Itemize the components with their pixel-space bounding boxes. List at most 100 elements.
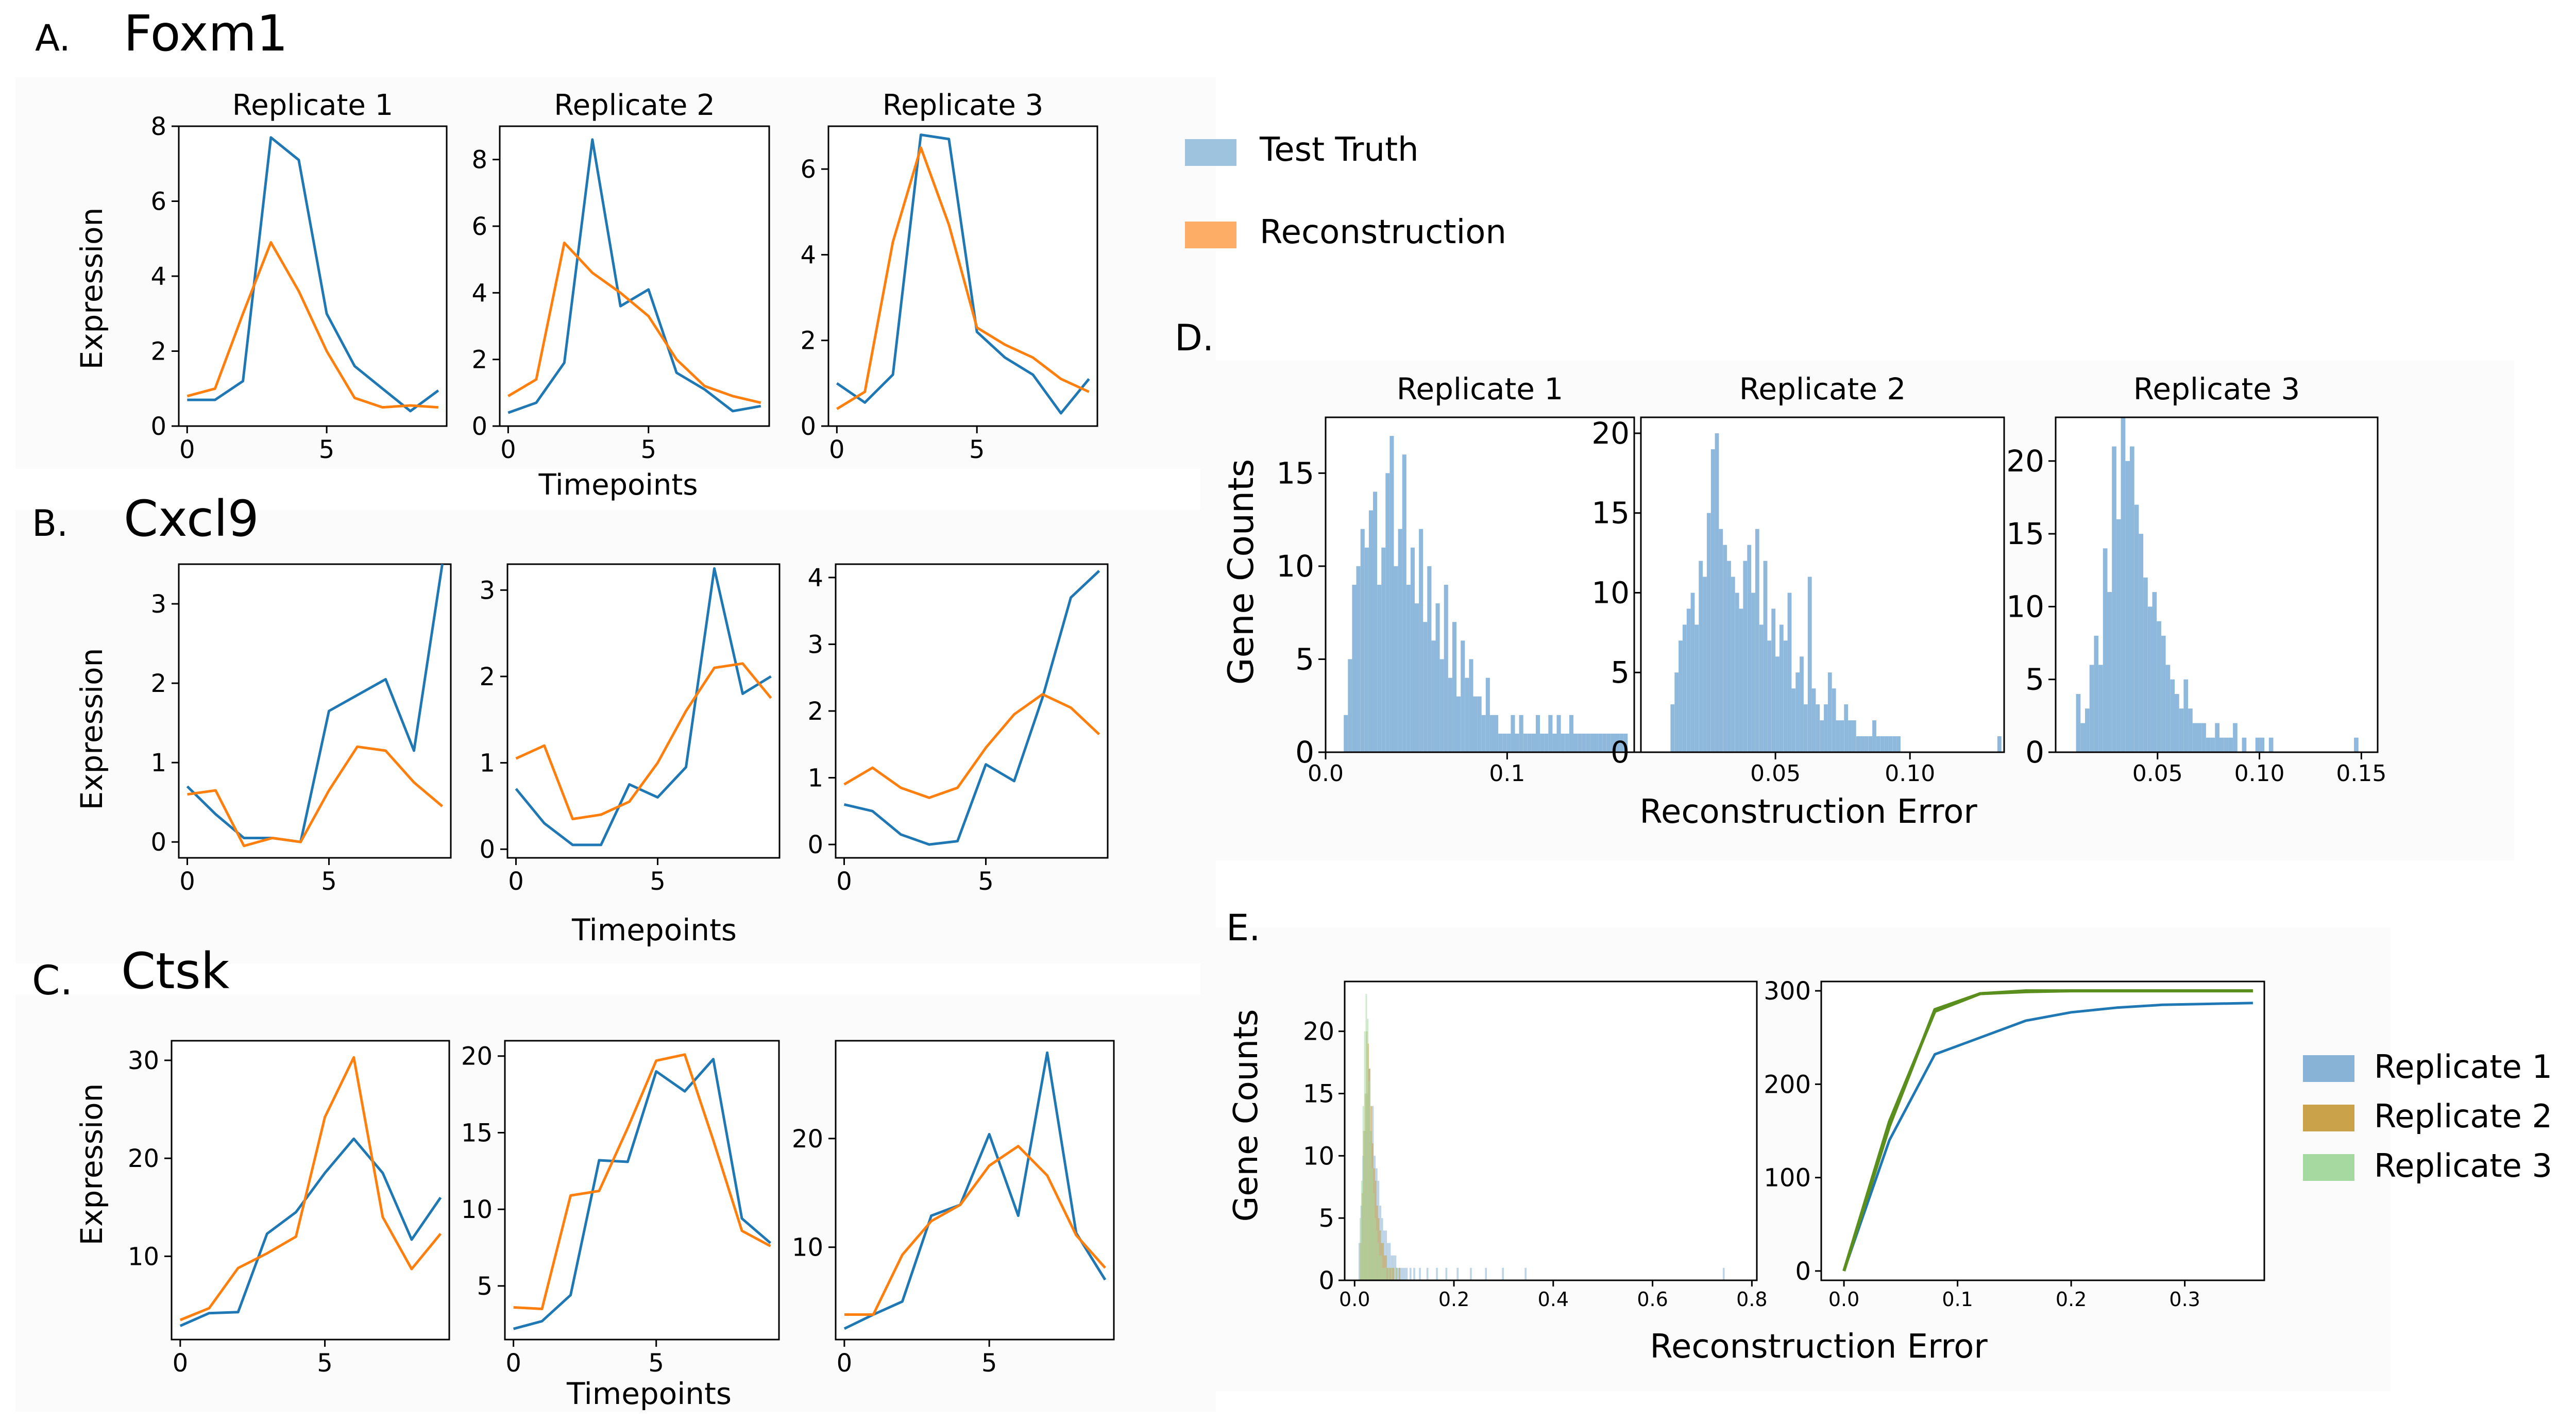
y-tick-label: 1 (479, 749, 495, 778)
histogram-bar (1448, 678, 1452, 752)
y-tick-label: 300 (1764, 977, 1811, 1006)
histogram-bar (1356, 566, 1361, 752)
histogram-bar (1795, 672, 1800, 752)
histogram-bar (1431, 640, 1436, 752)
reconstruction-line (844, 1145, 1106, 1316)
x-tick-label: 5 (648, 1349, 664, 1378)
y-tick-label: 6 (150, 188, 166, 216)
histogram-bar (1515, 733, 1519, 752)
y-tick-label: 0 (2025, 735, 2044, 770)
histogram-bar (1735, 592, 1739, 752)
panel-c-letter: C. (32, 958, 73, 1004)
legend-swatch-rep3 (2303, 1154, 2354, 1181)
histogram-bar (1465, 678, 1469, 752)
histogram-bar (1502, 733, 1507, 752)
histogram-bar-replicate-1 (1502, 1267, 1504, 1280)
y-tick-label: 2 (150, 337, 166, 366)
histogram-bar-replicate-1 (1456, 1267, 1459, 1280)
histogram-bar (1469, 659, 1473, 752)
histogram-bar (1868, 736, 1873, 752)
histogram-bar (1594, 733, 1599, 752)
histogram-bar-replicate-2 (1386, 1267, 1388, 1280)
error-histogram-overlay: 0.0 0.2 0.4 0.6 0.8 0 5 10 15 20 (1303, 980, 1768, 1311)
histogram-bar-replicate-1 (1405, 1267, 1408, 1280)
histogram-bar-replicate-2 (1389, 1267, 1392, 1280)
y-tick-label: 10 (792, 1233, 823, 1262)
histogram-bar (2219, 737, 2224, 752)
histogram-bar (1791, 688, 1796, 752)
histogram-bar (1997, 736, 2002, 752)
truth-line (179, 1137, 442, 1327)
legend-label-rep2: Replicate 2 (2374, 1097, 2552, 1135)
histogram-bar (1394, 566, 1398, 752)
panel-d-ylabel: Gene Counts (1221, 459, 1262, 685)
y-tick-label: 15 (1591, 496, 1630, 531)
axes-frame (835, 563, 1109, 859)
histogram-bar (1880, 736, 1885, 752)
histogram-bar-replicate-3 (1374, 1218, 1376, 1280)
histogram-bar (1884, 736, 1889, 752)
histogram-bar-replicate-3 (1385, 1267, 1386, 1280)
histogram-bar (1824, 704, 1828, 752)
histogram-bar-replicate-1 (1413, 1267, 1415, 1280)
histogram-bar (1489, 715, 1494, 752)
histogram-bar (2175, 694, 2179, 752)
histogram-bar (1787, 592, 1792, 752)
y-tick-label: 0 (1795, 1257, 1811, 1286)
histogram-bar (2206, 737, 2211, 752)
histogram-bar (1456, 696, 1461, 752)
x-tick-label: 5 (640, 435, 656, 464)
histogram-bar (1536, 715, 1540, 752)
histogram-bar (1759, 624, 1764, 752)
axes-frame (835, 1040, 1115, 1341)
histogram-bar (1461, 640, 1465, 752)
histogram-bar-replicate-3 (1371, 1168, 1373, 1280)
histogram-bar (2152, 592, 2157, 752)
y-tick-label: 2 (471, 346, 487, 375)
y-tick-label: 10 (1591, 575, 1630, 610)
histogram-bar (2143, 577, 2148, 752)
histogram-bar (2224, 737, 2229, 752)
panel-b-letter: B. (32, 502, 68, 545)
histogram-bar (2112, 446, 2116, 752)
histogram-bar (1820, 720, 1824, 752)
histogram-bar (1699, 561, 1703, 752)
y-tick-label: 4 (150, 262, 166, 291)
histogram-bar-replicate-2 (1393, 1267, 1395, 1280)
x-tick-label: 5 (969, 435, 985, 464)
histogram-bar (1435, 603, 1440, 752)
histogram-bar-replicate-3 (1367, 1019, 1369, 1280)
histogram-bar-replicate-1 (1403, 1267, 1406, 1280)
y-tick-label: 15 (1276, 455, 1314, 490)
x-tick-label: 0 (179, 867, 195, 896)
histogram-bar-replicate-2 (1399, 1267, 1400, 1280)
y-tick-label: 4 (471, 279, 487, 308)
histogram-bar (1389, 436, 1394, 752)
histogram-bar (1565, 733, 1569, 752)
histogram-bar (1423, 622, 1428, 752)
y-tick-label: 8 (150, 112, 166, 141)
histogram-bar (1694, 624, 1699, 752)
y-tick-label: 100 (1764, 1164, 1811, 1193)
ctsk-replicate-3-plot: 0 5 10 20 (792, 1040, 1115, 1378)
x-tick-label: 0.2 (1438, 1288, 1469, 1311)
y-tick-label: 10 (2006, 589, 2044, 624)
truth-line (513, 1058, 772, 1330)
histogram-bar (1783, 640, 1788, 752)
x-tick-label: 5 (978, 867, 994, 896)
y-tick-label: 3 (479, 576, 495, 605)
y-tick-label: 1 (807, 764, 823, 793)
ctsk-replicate-1-plot: 0 5 10 20 30 (128, 1040, 450, 1378)
histogram-bar (1852, 720, 1856, 752)
legend-swatch-rep2 (2303, 1105, 2354, 1131)
histogram-bar-replicate-3 (1364, 1031, 1366, 1280)
panel-c-gene-title: Ctsk (121, 942, 230, 1000)
histogram-bar (1573, 733, 1578, 752)
cumulative-line-replicate-3 (1842, 989, 2253, 1272)
histogram-bar (1779, 624, 1784, 752)
histogram-bar (1364, 547, 1369, 752)
histogram-bar (2354, 737, 2359, 752)
histogram-bar (2201, 723, 2206, 752)
histogram-bar (1848, 720, 1852, 752)
histogram-bar (1531, 733, 1536, 752)
